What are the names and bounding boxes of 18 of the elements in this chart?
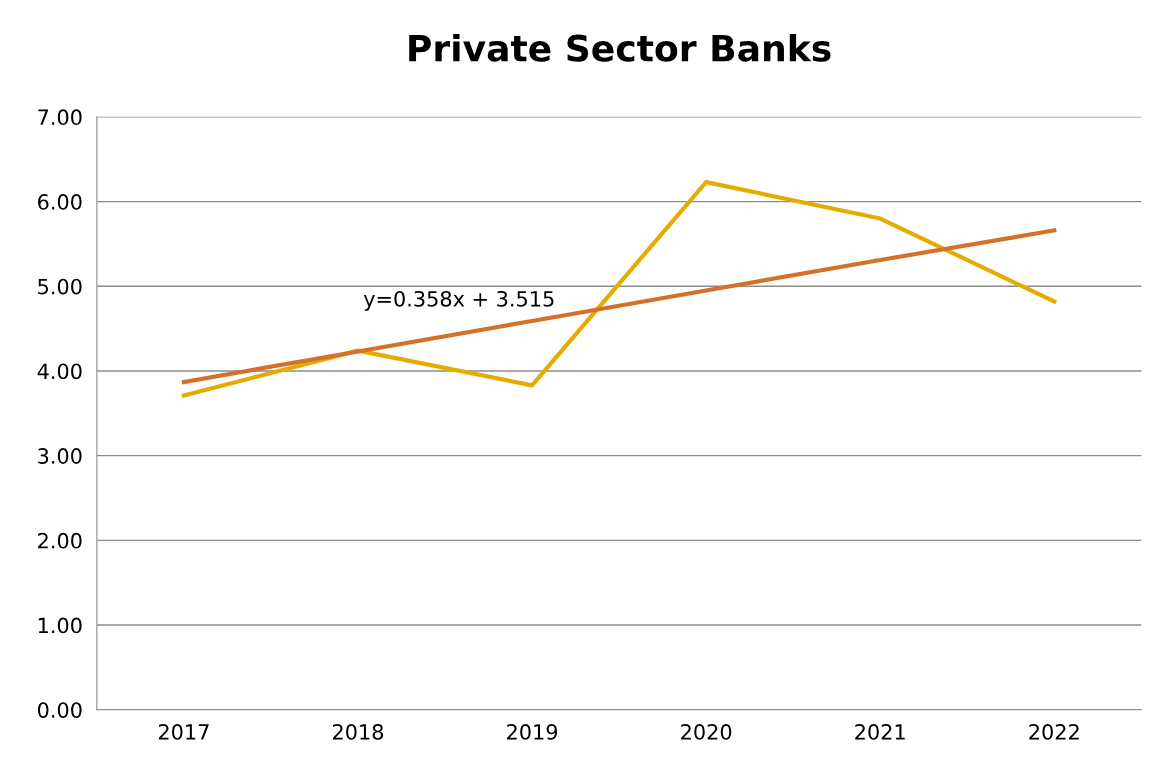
- chart-title: Private Sector Banks: [409, 33, 831, 62]
- line-series: [181, 180, 1057, 398]
- y-tick-label: 7.00: [38, 109, 82, 126]
- x-tick-label: 2020: [681, 724, 732, 740]
- x-tick-label: 2017: [158, 724, 209, 740]
- annotation: y=0.358x + 3.515: [363, 290, 554, 311]
- y-tick-label: 2.00: [38, 532, 82, 549]
- x-tick-label: 2022: [1029, 724, 1079, 740]
- y-tick-label: 3.00: [38, 448, 82, 464]
- x-tick-label: 2018: [332, 724, 384, 740]
- x-tick-label: 2021: [855, 724, 905, 740]
- x-tick-label: 2019: [507, 724, 558, 740]
- line-series: [181, 228, 1057, 385]
- y-tick-label: 4.00: [37, 363, 82, 380]
- y-tick-label: 1.00: [38, 617, 82, 634]
- y-tick-label: 6.00: [38, 194, 82, 210]
- y-tick-label: 5.00: [38, 278, 82, 295]
- y-tick-label: 0.00: [37, 702, 82, 718]
